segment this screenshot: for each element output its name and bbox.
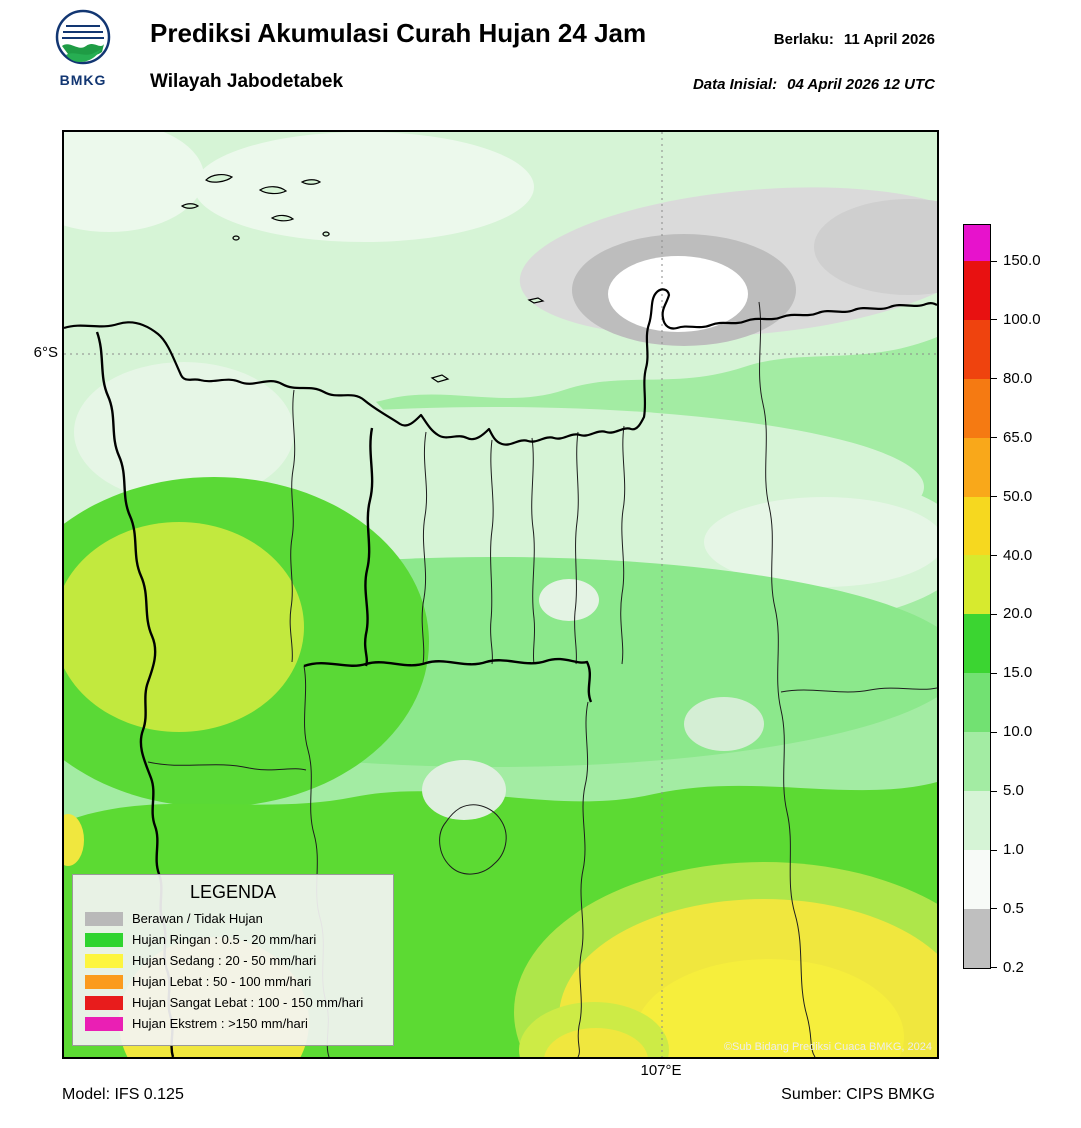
colorbar-tick-mark bbox=[991, 790, 997, 792]
legend-item-label: Hujan Sedang : 20 - 50 mm/hari bbox=[132, 953, 317, 968]
coastline bbox=[64, 288, 937, 446]
colorbar-tick-mark bbox=[991, 672, 997, 674]
colorbar-segment bbox=[964, 378, 990, 438]
page-title: Prediksi Akumulasi Curah Hujan 24 Jam bbox=[150, 18, 647, 48]
colorbar-segment bbox=[964, 437, 990, 497]
init-date-line: Data Inisial: 04 April 2026 12 UTC bbox=[515, 76, 935, 93]
legend-item: Berawan / Tidak Hujan bbox=[73, 908, 393, 929]
colorbar-segment bbox=[964, 673, 990, 733]
colorbar-segment bbox=[964, 261, 990, 320]
legend-item-label: Hujan Sangat Lebat : 100 - 150 mm/hari bbox=[132, 995, 364, 1010]
legend-item-label: Hujan Ekstrem : >150 mm/hari bbox=[132, 1016, 308, 1031]
colorbar-tick-label: 150.0 bbox=[1003, 252, 1041, 269]
valid-date-line: Berlaku: 11 April 2026 bbox=[515, 31, 935, 48]
bmkg-logo-label: BMKG bbox=[59, 72, 107, 88]
colorbar-tick-mark bbox=[991, 967, 997, 969]
legend-item: Hujan Sangat Lebat : 100 - 150 mm/hari bbox=[73, 992, 393, 1013]
admin-boundaries bbox=[147, 301, 937, 1057]
graticule-lines bbox=[64, 132, 937, 1057]
legend-color-swatch bbox=[85, 974, 123, 989]
colorbar-ticks: 150.0 100.0 80.0 65.0 50.0 40.0 20.0 15.0 10.0 5.… bbox=[990, 225, 1060, 976]
model-info: Model: IFS 0.125 bbox=[62, 1086, 184, 1103]
colorbar-segment bbox=[964, 732, 990, 792]
colorbar-tick-label: 10.0 bbox=[1003, 723, 1033, 741]
source-info: Sumber: CIPS BMKG bbox=[781, 1086, 935, 1103]
colorbar-segment bbox=[964, 225, 990, 261]
colorbar-tick-mark bbox=[991, 496, 997, 498]
valid-date-label: Berlaku: bbox=[773, 31, 834, 48]
colorbar-tick-label: 1.0 bbox=[1003, 841, 1024, 858]
legend-item: Hujan Ekstrem : >150 mm/hari bbox=[73, 1013, 393, 1034]
colorbar-tick-label: 100.0 bbox=[1003, 310, 1041, 328]
legend-box: LEGENDA Berawan / Tidak Hujan Hujan Ringa… bbox=[72, 874, 394, 1046]
colorbar-tick-label: 5.0 bbox=[1003, 782, 1024, 800]
legend-item-label: Hujan Ringan : 0.5 - 20 mm/hari bbox=[132, 932, 317, 947]
legend-item: Hujan Lebat : 50 - 100 mm/hari bbox=[73, 971, 393, 992]
init-date-label: Data Inisial: bbox=[692, 76, 778, 93]
legend-item: Hujan Sedang : 20 - 50 mm/hari bbox=[73, 950, 393, 971]
init-date-value: 04 April 2026 12 UTC bbox=[787, 76, 935, 93]
colorbar-segment bbox=[964, 614, 990, 674]
colorbar-tick-label: 15.0 bbox=[1003, 664, 1033, 682]
colorbar-tick-mark bbox=[991, 849, 997, 851]
colorbar-tick-label: 20.0 bbox=[1003, 605, 1033, 623]
colorbar-segment bbox=[964, 849, 990, 909]
rainfall-map-svg bbox=[64, 132, 937, 1057]
legend-items: Berawan / Tidak Hujan Hujan Ringan : 0.5 … bbox=[73, 908, 393, 1034]
colorbar-tick-mark bbox=[991, 319, 997, 321]
legend-color-swatch bbox=[85, 995, 123, 1010]
colorbar-tick-mark bbox=[991, 437, 997, 439]
colorbar-tick-mark bbox=[991, 613, 997, 615]
colorbar-segment bbox=[964, 319, 990, 379]
legend-color-swatch bbox=[85, 932, 123, 947]
colorbar-tick-label: 50.0 bbox=[1003, 487, 1033, 505]
colorbar-segment bbox=[964, 555, 990, 615]
colorbar-tick-label: 40.0 bbox=[1003, 546, 1033, 564]
legend-color-swatch bbox=[85, 953, 123, 968]
colorbar-tick-label: 0.2 bbox=[1003, 958, 1024, 976]
legend-title: LEGENDA bbox=[189, 882, 277, 902]
colorbar-tick-mark bbox=[991, 378, 997, 380]
legend-color-swatch bbox=[85, 911, 123, 926]
map-copyright: ©Sub Bidang Prediksi Cuaca BMKG, 2024 bbox=[723, 1041, 932, 1053]
bmkg-logo-icon bbox=[55, 9, 111, 65]
colorbar-segments bbox=[963, 224, 991, 969]
colorbar-tick-label: 65.0 bbox=[1003, 428, 1033, 446]
legend-item: Hujan Ringan : 0.5 - 20 mm/hari bbox=[73, 929, 393, 950]
colorbar-tick-mark bbox=[991, 908, 997, 910]
colorbar-tick-label: 0.5 bbox=[1003, 899, 1024, 917]
latitude-tick-label: 6°S bbox=[33, 344, 58, 361]
colorbar-tick-mark bbox=[991, 260, 997, 262]
colorbar: 150.0 100.0 80.0 65.0 50.0 40.0 20.0 15.0 10.0 5.… bbox=[963, 224, 1041, 976]
valid-date-value: 11 April 2026 bbox=[843, 31, 935, 48]
colorbar-segment bbox=[964, 496, 990, 556]
colorbar-tick-mark bbox=[991, 555, 997, 556]
islands bbox=[180, 174, 545, 383]
legend-item-label: Berawan / Tidak Hujan bbox=[132, 911, 263, 926]
colorbar-tick-label: 80.0 bbox=[1003, 369, 1033, 387]
colorbar-segment bbox=[964, 908, 990, 968]
bmkg-logo: BMKG bbox=[48, 8, 118, 88]
rainfall-map: LEGENDA Berawan / Tidak Hujan Hujan Ringa… bbox=[62, 130, 939, 1059]
colorbar-tick-mark bbox=[991, 731, 997, 733]
rainfall-shading bbox=[64, 132, 937, 1057]
legend-item-label: Hujan Lebat : 50 - 100 mm/hari bbox=[132, 974, 312, 989]
page-subtitle: Wilayah Jabodetabek bbox=[150, 71, 344, 92]
colorbar-segment bbox=[964, 791, 990, 850]
legend-color-swatch bbox=[85, 1016, 123, 1031]
longitude-tick-label: 107°E bbox=[640, 1062, 682, 1079]
